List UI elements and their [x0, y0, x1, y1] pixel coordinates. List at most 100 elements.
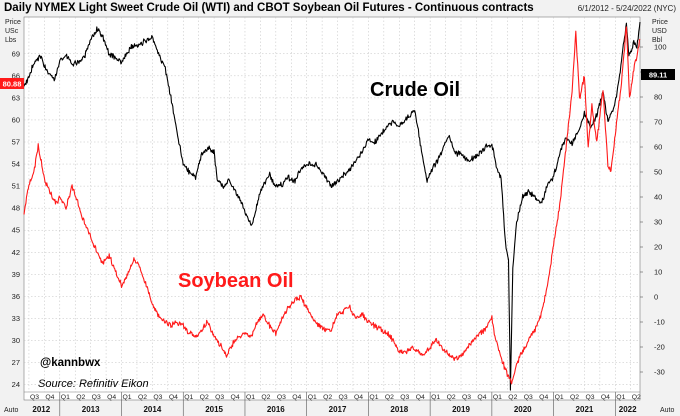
quarter-tick-label: Q3: [585, 394, 594, 401]
right-tick-label: -20: [654, 343, 665, 352]
quarter-tick-label: Q2: [200, 394, 209, 401]
quarter-tick-label: Q3: [92, 394, 101, 401]
quarter-tick-label: Q4: [169, 394, 178, 401]
quarter-tick-label: Q1: [369, 394, 378, 401]
left-tick-label: 69: [12, 49, 20, 58]
right-axis-header-price: Price: [652, 19, 668, 26]
quarter-tick-label: Q2: [323, 394, 332, 401]
quarter-tick-label: Q3: [400, 394, 409, 401]
left-tick-label: 30: [12, 336, 20, 345]
quarter-tick-label: Q4: [354, 394, 363, 401]
left-tick-label: 54: [12, 160, 20, 169]
left-tick-label: 66: [12, 71, 20, 80]
last-value-soy-box: [0, 78, 24, 89]
crude-oil-line: [23, 21, 641, 391]
left-tick-label: 48: [12, 204, 20, 213]
left-tick-label: 24: [12, 380, 20, 389]
left-tick-label: 60: [12, 115, 20, 124]
last-value-soy-text: 80.88: [3, 80, 22, 89]
left-tick-label: 39: [12, 270, 20, 279]
right-tick-label: 30: [654, 218, 662, 227]
series-layer: [23, 21, 641, 391]
right-tick-label: 20: [654, 243, 662, 252]
quarter-tick-label: Q3: [153, 394, 162, 401]
year-tick-label: 2019: [452, 405, 470, 414]
right-tick-label: -10: [654, 318, 665, 327]
soybean-oil-label: Soybean Oil: [178, 270, 294, 292]
left-tick-label: 45: [12, 226, 20, 235]
right-tick-label: 80: [654, 93, 662, 102]
quarter-tick-label: Q4: [477, 394, 486, 401]
left-tick-label: 63: [12, 93, 20, 102]
right-tick-label: 10: [654, 268, 662, 277]
quarter-tick-label: Q3: [215, 394, 224, 401]
year-tick-label: 2022: [619, 405, 637, 414]
quarter-tick-label: Q1: [61, 394, 70, 401]
quarter-tick-label: Q4: [107, 394, 116, 401]
right-auto-label[interactable]: Auto: [660, 407, 675, 414]
left-tick-label: 57: [12, 138, 20, 147]
right-tick-label: -30: [654, 368, 665, 377]
date-range: 6/1/2012 - 5/24/2022 (NYC): [578, 4, 677, 13]
right-tick-label: 0: [654, 293, 658, 302]
left-axis-header-measure: Lbs: [5, 37, 17, 44]
quarter-tick-label: Q3: [524, 394, 533, 401]
year-tick-label: 2012: [32, 405, 50, 414]
author-handle: @kannbwx: [40, 357, 101, 369]
quarter-tick-label: Q3: [462, 394, 471, 401]
right-axis-header-measure: Bbl: [652, 37, 663, 44]
quarter-tick-label: Q1: [493, 394, 502, 401]
quarter-tick-label: Q1: [246, 394, 255, 401]
year-tick-label: 2020: [514, 405, 532, 414]
year-tick-label: 2021: [576, 405, 594, 414]
year-tick-label: 2015: [205, 405, 223, 414]
left-tick-label: 33: [12, 314, 20, 323]
quarter-tick-label: Q4: [231, 394, 240, 401]
left-axis-header-price: Price: [5, 19, 21, 26]
quarter-tick-label: Q4: [292, 394, 301, 401]
soybean-oil-line: [23, 26, 641, 385]
quarter-tick-label: Q3: [30, 394, 39, 401]
quarter-tick-label: Q4: [416, 394, 425, 401]
quarter-tick-label: Q3: [339, 394, 348, 401]
left-tick-label: 51: [12, 182, 20, 191]
source-note: Source: Refinitiv Eikon: [38, 378, 149, 390]
left-tick-label: 36: [12, 292, 20, 301]
quarter-tick-label: Q1: [184, 394, 193, 401]
quarter-tick-label: Q2: [138, 394, 147, 401]
right-tick-label: 50: [654, 168, 662, 177]
last-value-soy: 80.88: [0, 78, 24, 89]
year-tick-label: 2016: [267, 405, 285, 414]
quarter-tick-label: Q1: [616, 394, 625, 401]
left-auto-label[interactable]: Auto: [4, 407, 19, 414]
right-tick-label: 40: [654, 193, 662, 202]
right-tick-label: 70: [654, 118, 662, 127]
left-tick-label: 42: [12, 248, 20, 257]
right-axis-header-unit: USD: [652, 28, 667, 35]
quarter-tick-label: Q4: [539, 394, 548, 401]
year-tick-label: 2013: [82, 405, 100, 414]
right-tick-label: 60: [654, 143, 662, 152]
right-tick-label: 100: [654, 43, 667, 52]
year-tick-label: 2018: [390, 405, 408, 414]
plot-area: [23, 16, 641, 401]
quarter-tick-label: Q2: [385, 394, 394, 401]
year-tick-label: 2014: [143, 405, 161, 414]
axis-layer: 24 27 30 33 36 39 42 45 48 51 54 57 60 63 66 69 -30 -20 -1…: [12, 43, 667, 416]
quarter-tick-label: Q2: [261, 394, 270, 401]
quarter-tick-label: Q1: [555, 394, 564, 401]
quarter-tick-label: Q1: [308, 394, 317, 401]
left-axis-header-unit: USc: [5, 28, 19, 35]
quarter-tick-label: Q2: [76, 394, 85, 401]
quarter-tick-label: Q1: [431, 394, 440, 401]
quarter-tick-label: Q2: [570, 394, 579, 401]
quarter-tick-label: Q4: [601, 394, 610, 401]
last-value-crude-text: 89.11: [649, 71, 667, 80]
quarter-tick-label: Q4: [45, 394, 54, 401]
year-tick-label: 2017: [329, 405, 347, 414]
quarter-tick-label: Q2: [508, 394, 517, 401]
left-tick-label: 27: [12, 358, 20, 367]
crude-oil-label: Crude Oil: [370, 79, 460, 101]
